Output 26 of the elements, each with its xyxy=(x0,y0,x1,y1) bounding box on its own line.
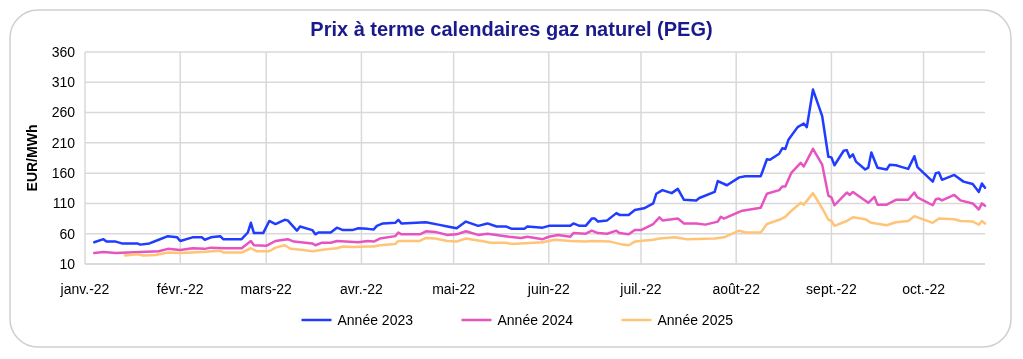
x-tick-label: oct.-22 xyxy=(902,281,946,297)
y-tick-label: 160 xyxy=(51,165,76,182)
y-tick-label: 360 xyxy=(51,43,76,60)
y-tick-label: 210 xyxy=(51,134,76,151)
y-axis-title: EUR/MWh xyxy=(24,124,40,192)
x-tick-label: août-22 xyxy=(712,281,761,297)
x-tick-label: janv.-22 xyxy=(59,281,110,297)
chart-title: Prix à terme calendaires gaz naturel (PEG) xyxy=(310,18,713,40)
x-tick-label: juil.-22 xyxy=(619,281,662,297)
x-tick-label: sept.-22 xyxy=(806,281,857,297)
legend-label: Année 2024 xyxy=(497,311,574,328)
x-tick-label: mars-22 xyxy=(240,281,293,297)
x-tick-label: févr.-22 xyxy=(156,281,204,297)
y-tick-label: 310 xyxy=(51,74,76,91)
x-tick-label: avr.-22 xyxy=(340,281,384,297)
line-series xyxy=(92,88,987,246)
y-tick-label: 260 xyxy=(51,104,76,121)
line-series xyxy=(92,147,987,255)
x-tick-label: juin-22 xyxy=(526,281,571,297)
legend-label: Année 2025 xyxy=(657,311,734,328)
y-tick-label: 110 xyxy=(52,195,76,212)
x-tick-label: mai-22 xyxy=(432,281,476,297)
legend-label: Année 2023 xyxy=(337,311,414,328)
y-tick-label: 10 xyxy=(59,255,76,272)
line-series xyxy=(123,191,987,257)
y-tick-label: 60 xyxy=(59,225,76,242)
